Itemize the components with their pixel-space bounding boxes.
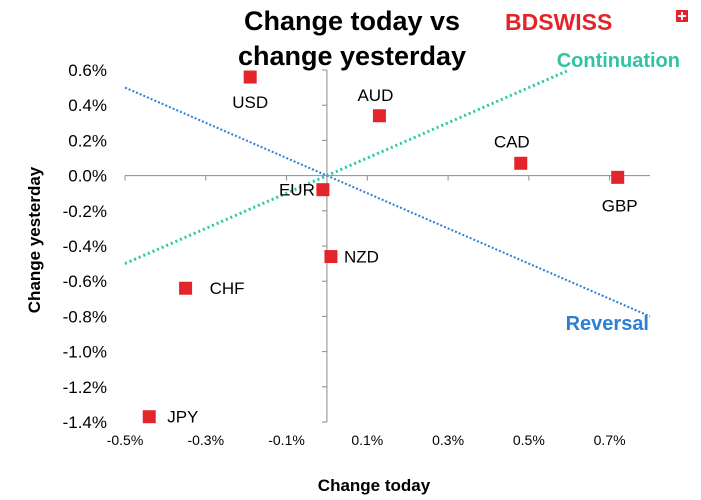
marker-jpy <box>142 410 156 424</box>
x-axis-label: Change today <box>318 476 431 495</box>
point-label-eur: EUR <box>279 181 315 200</box>
marker-nzd <box>324 250 338 264</box>
point-label-aud: AUD <box>357 86 393 105</box>
x-tick-label: -0.3% <box>187 432 224 448</box>
continuation-line <box>124 68 570 265</box>
y-tick-label: -0.8% <box>63 307 107 326</box>
y-tick-label: -0.6% <box>63 272 107 291</box>
brand-logo: BDSWISS <box>505 9 688 35</box>
marker-chf <box>179 281 193 295</box>
point-label-usd: USD <box>232 93 268 112</box>
chart-title-line-2: change yesterday <box>238 41 466 71</box>
y-tick-label: -0.2% <box>63 202 107 221</box>
x-tick-label: -0.5% <box>107 432 144 448</box>
reversal-line-label: Reversal <box>566 313 649 335</box>
marker-usd <box>243 70 257 84</box>
y-tick-label: 0.2% <box>68 131 107 150</box>
reference-lines <box>124 68 651 318</box>
point-label-cad: CAD <box>494 132 530 151</box>
y-axis-label: Change yesterday <box>25 166 44 313</box>
marker-cad <box>514 156 528 170</box>
plus-icon <box>676 10 688 22</box>
x-tick-label: 0.3% <box>432 432 464 448</box>
point-label-jpy: JPY <box>167 408 198 427</box>
brand-logo-text: BDSWISS <box>505 9 612 35</box>
chart-title-line-1: Change today vs <box>244 6 460 36</box>
continuation-line-label: Continuation <box>557 50 680 72</box>
x-tick-label: 0.5% <box>513 432 545 448</box>
x-tick-label: 0.7% <box>594 432 626 448</box>
marker-aud <box>372 109 386 123</box>
y-tick-label: -1.0% <box>63 343 107 362</box>
point-label-nzd: NZD <box>344 248 379 267</box>
y-tick-label: -1.4% <box>63 413 107 432</box>
point-label-chf: CHF <box>210 279 245 298</box>
data-points: USD AUD CAD GBP EUR NZD CHF JPY <box>142 70 638 427</box>
x-tick-label: -0.1% <box>268 432 305 448</box>
y-tick-label: 0.0% <box>68 167 107 186</box>
y-tick-label: 0.4% <box>68 96 107 115</box>
point-label-gbp: GBP <box>602 196 638 215</box>
y-tick-label: -0.4% <box>63 237 107 256</box>
x-tick-label: 0.1% <box>351 432 383 448</box>
marker-gbp <box>611 170 625 184</box>
reversal-line <box>124 86 651 318</box>
y-tick-label: -1.2% <box>63 378 107 397</box>
axes: -0.5% -0.3% -0.1% 0.1% 0.3% 0.5% 0.7% 0.6% 0.4% 0… <box>63 61 650 448</box>
marker-eur <box>316 183 330 197</box>
y-tick-label: 0.6% <box>68 61 107 80</box>
